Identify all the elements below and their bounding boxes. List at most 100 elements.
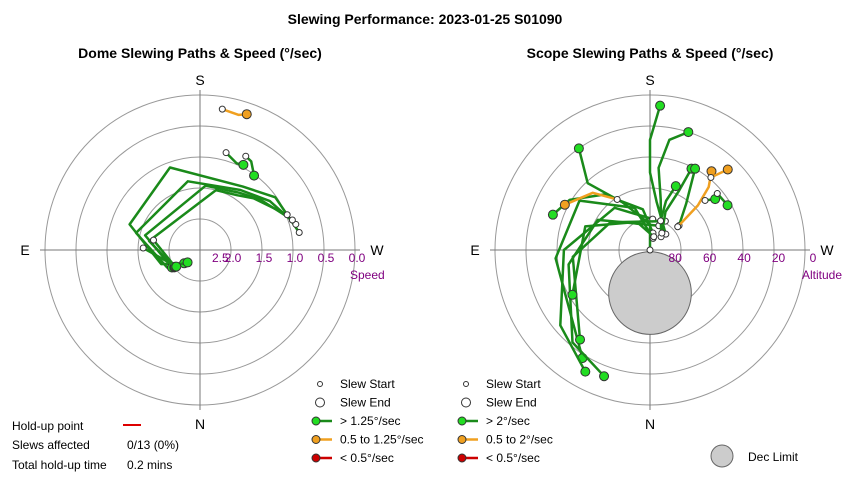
slew-end-marker	[722, 164, 733, 175]
slew-start-marker	[139, 244, 147, 252]
cardinal-bottom: N	[645, 416, 655, 432]
speed-tick-label: 0.0	[349, 251, 366, 265]
speed-tick-label: 1.5	[256, 251, 273, 265]
speed-dot-icon	[311, 435, 321, 444]
scope-slew-paths	[547, 100, 733, 382]
slews-affected-value: 0/13 (0%)	[127, 438, 179, 452]
slew-end-marker	[573, 143, 584, 154]
slew-end-marker	[722, 200, 733, 211]
slew-path-10	[677, 168, 697, 226]
speed-dot-icon	[457, 453, 467, 463]
slew-end-marker	[241, 109, 252, 120]
cardinal-right: W	[820, 242, 834, 258]
dome-axis-labels: S N E W 2.52.0 1.5 1.0 0.5 0.0 Speed	[20, 72, 384, 432]
holdup-time-label: Total hold-up time	[12, 458, 107, 472]
slew-start-marker	[295, 229, 303, 237]
slew-end-marker	[690, 163, 701, 174]
legend-label: 0.5 to 1.25°/sec	[340, 433, 424, 447]
speed-tick-label: 1.0	[287, 251, 304, 265]
legend-label: Slew Start	[340, 377, 395, 391]
slews-affected-label: Slews affected	[12, 438, 90, 452]
slew-start-marker	[150, 236, 158, 244]
legend-label: Slew Start	[486, 377, 541, 391]
slew-start-marker	[707, 173, 715, 181]
slew-end-marker	[238, 159, 249, 170]
slew-start-marker	[288, 216, 296, 224]
altitude-tick-label: 80	[669, 251, 683, 265]
cardinal-top: S	[195, 72, 204, 88]
legend-label: Slew End	[486, 396, 537, 410]
slew-start-icon	[463, 381, 469, 387]
speed-axis-label: Speed	[350, 268, 385, 282]
slew-start-marker	[657, 217, 665, 225]
speed-tick-label: 2.5	[212, 251, 229, 265]
legend-label: > 2°/sec	[486, 414, 530, 428]
altitude-tick-label: 60	[703, 251, 717, 265]
slew-start-icon	[317, 381, 323, 387]
holdup-info: Hold-up point Slews affected 0/13 (0%) T…	[12, 419, 179, 472]
cardinal-top: S	[645, 72, 654, 88]
altitude-axis-label: Altitude	[802, 268, 842, 282]
slew-start-marker	[218, 105, 226, 113]
cardinal-left: E	[20, 242, 29, 258]
speed-dot-icon	[311, 453, 321, 463]
holdup-time-value: 0.2 mins	[127, 458, 172, 472]
slew-end-marker	[683, 127, 694, 138]
speed-dot-icon	[457, 435, 467, 444]
slew-path-11	[564, 191, 618, 206]
slew-path-6	[147, 188, 288, 269]
slew-end-icon	[315, 397, 325, 408]
dec-limit-icon	[710, 444, 734, 468]
slew-end-marker	[575, 334, 586, 345]
slew-end-marker	[670, 181, 681, 192]
scope-axis-labels: S N E W 80 60 40 20 0 Altitude	[470, 72, 842, 432]
slew-path-7	[152, 239, 177, 268]
slew-path-3	[559, 206, 654, 373]
cardinal-left: E	[470, 242, 479, 258]
slew-start-marker	[674, 223, 682, 231]
speed-tick-label: 2.0	[225, 251, 242, 265]
figure-title: Slewing Performance: 2023-01-25 S01090	[288, 11, 563, 27]
slew-start-marker	[701, 196, 709, 204]
dec-limit-label: Dec Limit	[748, 450, 799, 464]
legend-label: < 0.5°/sec	[486, 451, 540, 465]
slew-path-3	[128, 166, 301, 266]
slew-end-marker	[559, 199, 570, 210]
slew-end-marker	[249, 170, 260, 181]
slew-end-marker	[171, 261, 182, 272]
slew-end-marker	[655, 100, 666, 111]
scope-legend: Slew Start Slew End > 2°/sec 0.5 to 2°/sec <…	[457, 377, 553, 465]
slew-start-marker	[613, 195, 621, 203]
dome-chart-title: Dome Slewing Paths & Speed (°/sec)	[78, 45, 322, 61]
speed-tick-label: 0.5	[318, 251, 335, 265]
speed-dot-icon	[311, 416, 321, 426]
slew-start-marker	[222, 149, 230, 157]
legend-label: < 0.5°/sec	[340, 451, 394, 465]
cardinal-bottom: N	[195, 416, 205, 432]
slew-start-marker	[242, 152, 250, 160]
slew-start-marker	[650, 233, 658, 241]
slew-end-icon	[461, 397, 471, 408]
dome-legend: Slew Start Slew End > 1.25°/sec 0.5 to 1.25…	[311, 377, 424, 465]
slew-start-marker	[658, 229, 666, 237]
dome-polar-grid	[40, 90, 360, 410]
slew-start-marker	[713, 190, 721, 198]
slew-path-8	[142, 246, 177, 268]
slew-start-marker	[283, 211, 291, 219]
altitude-tick-label: 40	[737, 251, 751, 265]
legend-label: > 1.25°/sec	[340, 414, 401, 428]
slew-end-marker	[182, 257, 193, 268]
slew-end-marker	[599, 371, 610, 382]
slew-start-marker	[646, 246, 654, 254]
slew-end-marker	[547, 209, 558, 220]
dome-slew-paths	[128, 105, 303, 273]
speed-dot-icon	[457, 416, 467, 426]
legend-label: Slew End	[340, 396, 391, 410]
altitude-tick-label: 20	[772, 251, 786, 265]
holdup-point-label: Hold-up point	[12, 419, 84, 433]
slew-path-14	[659, 185, 677, 222]
slew-path-8	[657, 130, 689, 237]
slew-end-marker	[580, 366, 591, 377]
slew-path-6	[571, 220, 655, 296]
